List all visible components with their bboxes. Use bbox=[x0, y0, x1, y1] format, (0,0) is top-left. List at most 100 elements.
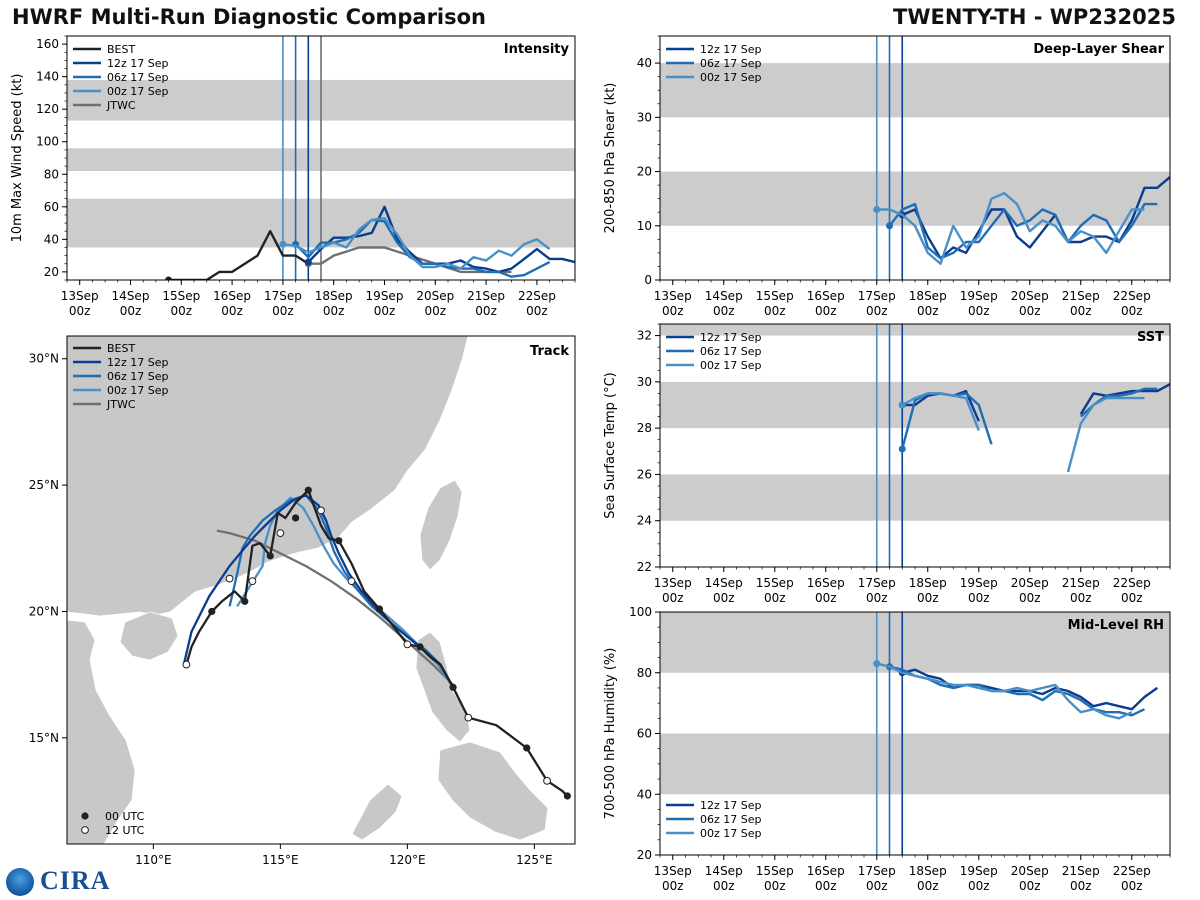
track-xtick-label: 110°E bbox=[135, 853, 172, 867]
track-ytick-label: 30°N bbox=[29, 352, 59, 366]
track-point-12utc bbox=[182, 660, 191, 669]
noaa-cira-logo: CIRA bbox=[6, 866, 116, 896]
sst-series-start-2 bbox=[898, 445, 906, 453]
intensity-xtick-label-day: 15Sep bbox=[162, 289, 200, 303]
rh-xtick-label-hour: 00z bbox=[1121, 879, 1143, 893]
intensity-xtick-label-day: 16Sep bbox=[213, 289, 251, 303]
rh-xtick-label-day: 18Sep bbox=[909, 864, 947, 878]
rh-ytick-label: 80 bbox=[637, 666, 652, 680]
rh-ytick-label: 40 bbox=[637, 787, 652, 801]
sst-ytick-label: 28 bbox=[637, 421, 652, 435]
sst-ytick-label: 32 bbox=[637, 329, 652, 343]
sst-series-5 bbox=[1066, 396, 1145, 473]
intensity-xtick-label-day: 21Sep bbox=[467, 289, 505, 303]
sst-xtick-label-day: 16Sep bbox=[807, 576, 845, 590]
sst-ytick-label: 24 bbox=[637, 514, 652, 528]
shear-xtick-label-hour: 00z bbox=[968, 304, 990, 318]
intensity-series-0 bbox=[168, 230, 309, 280]
intensity-xtick-label-hour: 00z bbox=[171, 304, 193, 318]
track-point-00utc bbox=[292, 514, 300, 522]
sst-series-group bbox=[898, 383, 1170, 473]
track-point-12utc bbox=[248, 577, 257, 586]
sst-xtick-label-hour: 00z bbox=[1070, 591, 1092, 605]
sst-xtick-label-hour: 00z bbox=[917, 591, 939, 605]
land-palawan bbox=[351, 783, 403, 841]
track-point-12utc bbox=[464, 713, 473, 722]
track-panel: 110°E 115°E 120°E 125°E 15°N 20°N 25°N 30°N Trac… bbox=[29, 335, 576, 867]
sst-xtick-label-day: 18Sep bbox=[909, 576, 947, 590]
intensity-xtick-label-hour: 00z bbox=[69, 304, 91, 318]
intensity-series-group bbox=[165, 205, 575, 280]
rh-xtick-label-day: 21Sep bbox=[1062, 864, 1100, 878]
shear-series-0 bbox=[901, 176, 1170, 260]
sst-xtick-label-day: 17Sep bbox=[858, 576, 896, 590]
sst-panel: 22242628303213Sep00z14Sep00z15Sep00z16Se… bbox=[603, 323, 1171, 605]
track-point-12utc bbox=[276, 529, 285, 538]
shear-band-0 bbox=[660, 171, 1170, 226]
rh-xtick-label-day: 16Sep bbox=[807, 864, 845, 878]
intensity-ytick-label: 60 bbox=[44, 200, 59, 214]
shear-xtick-label-hour: 00z bbox=[662, 304, 684, 318]
rh-xtick-label-hour: 00z bbox=[764, 879, 786, 893]
intensity-ytick-label: 100 bbox=[36, 135, 59, 149]
rh-xtick-label-day: 17Sep bbox=[858, 864, 896, 878]
sst-xtick-label-hour: 00z bbox=[662, 591, 684, 605]
shear-xtick-label-day: 13Sep bbox=[654, 289, 692, 303]
land-luzon bbox=[415, 631, 471, 743]
intensity-ytick-label: 20 bbox=[44, 265, 59, 279]
shear-ytick-label: 30 bbox=[637, 110, 652, 124]
rh-panel: 2040608010013Sep00z14Sep00z15Sep00z16Sep… bbox=[603, 605, 1171, 893]
intensity-xtick-label-hour: 00z bbox=[425, 304, 447, 318]
intensity-title: Intensity bbox=[504, 42, 570, 57]
track-point-00utc bbox=[523, 744, 531, 752]
shear-xtick-label-hour: 00z bbox=[1121, 304, 1143, 318]
shear-panel: 01020304013Sep00z14Sep00z15Sep00z16Sep00… bbox=[603, 35, 1171, 318]
shear-xtick-label-hour: 00z bbox=[1070, 304, 1092, 318]
shear-xtick-label-hour: 00z bbox=[1019, 304, 1041, 318]
sst-xtick-label-day: 20Sep bbox=[1011, 576, 1049, 590]
shear-xtick-label-day: 18Sep bbox=[909, 289, 947, 303]
shear-series-start-2 bbox=[873, 206, 881, 214]
sst-ytick-label: 30 bbox=[637, 375, 652, 389]
intensity-ytick-label: 40 bbox=[44, 232, 59, 246]
rh-ytick-label: 100 bbox=[629, 605, 652, 619]
sst-xtick-label-hour: 00z bbox=[713, 591, 735, 605]
intensity-xtick-label-day: 14Sep bbox=[112, 289, 150, 303]
track-legend-00utc-label: 00 UTC bbox=[105, 810, 145, 823]
track-xtick-label: 125°E bbox=[516, 853, 553, 867]
shear-legend-label: 12z 17 Sep bbox=[700, 43, 762, 56]
sst-title: SST bbox=[1137, 330, 1164, 345]
intensity-xtick-label-day: 20Sep bbox=[416, 289, 454, 303]
intensity-ytick-label: 80 bbox=[44, 167, 59, 181]
intensity-legend-label: 12z 17 Sep bbox=[107, 57, 169, 70]
intensity-series-start-2 bbox=[304, 258, 312, 266]
land-taiwan bbox=[419, 479, 463, 571]
shear-xtick-label-day: 15Sep bbox=[756, 289, 794, 303]
track-xtick-label: 115°E bbox=[262, 853, 299, 867]
rh-ytick-label: 20 bbox=[637, 848, 652, 862]
sst-series-1 bbox=[1079, 383, 1170, 415]
rh-xtick-label-day: 19Sep bbox=[960, 864, 998, 878]
intensity-series-1 bbox=[308, 246, 512, 274]
track-legend-label: 00z 17 Sep bbox=[107, 384, 169, 397]
track-legend-label: BEST bbox=[107, 342, 135, 355]
intensity-xtick-label-hour: 00z bbox=[475, 304, 497, 318]
intensity-xtick-label-hour: 00z bbox=[221, 304, 243, 318]
cira-logo-text: CIRA bbox=[40, 866, 111, 895]
shear-series-start-1 bbox=[886, 222, 893, 230]
rh-legend-label: 00z 17 Sep bbox=[700, 827, 762, 840]
shear-series-group bbox=[873, 176, 1170, 265]
intensity-xtick-label-day: 22Sep bbox=[518, 289, 556, 303]
track-point-00utc bbox=[375, 605, 384, 613]
intensity-ytick-label: 160 bbox=[36, 37, 59, 51]
rh-xtick-label-hour: 00z bbox=[662, 879, 684, 893]
track-ytick-label: 15°N bbox=[29, 731, 59, 745]
land-china bbox=[67, 336, 469, 617]
intensity-xtick-label-day: 13Sep bbox=[61, 289, 99, 303]
rh-xtick-label-hour: 00z bbox=[1070, 879, 1092, 893]
track-legend-12utc-label: 12 UTC bbox=[105, 824, 145, 837]
rh-xtick-label-hour: 00z bbox=[815, 879, 837, 893]
shear-xtick-label-day: 20Sep bbox=[1011, 289, 1049, 303]
intensity-series-start-0 bbox=[165, 276, 173, 280]
